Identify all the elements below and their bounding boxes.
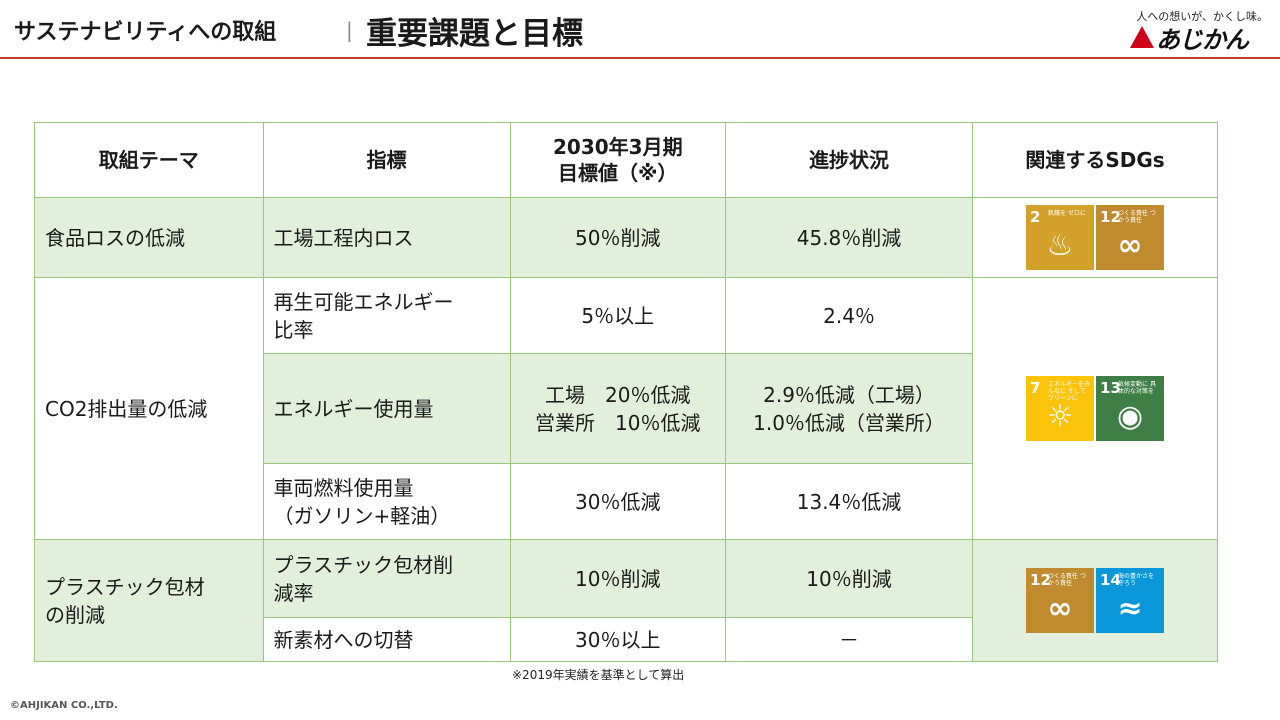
sdg-caption: 飢餓を ゼロに <box>1048 210 1086 217</box>
progress-cell: － <box>724 617 974 662</box>
sdg-number: 12 <box>1100 208 1121 226</box>
sdg-cell: 12 つくる責任 つかう責任 ∞ 14 海の豊かさを 守ろう ≈ <box>972 539 1218 662</box>
sdg-cell: 2 飢餓を ゼロに ♨ 12 つくる責任 つかう責任 ∞ <box>972 197 1218 278</box>
table-row: プラスチック包材 の削減 プラスチック包材削 減率 10％削減 10％削減 12… <box>34 539 1218 662</box>
indicator-line1: 車両燃料使用量 <box>273 475 414 500</box>
fish-icon: ≈ <box>1117 591 1143 626</box>
sdg-caption: 海の豊かさを 守ろう <box>1118 573 1155 587</box>
progress-cell: 2.9％低減（工場） 1.0％低減（営業所） <box>724 353 974 464</box>
progress-cell: 2.4％ <box>724 277 974 354</box>
title-separator: | <box>346 18 353 42</box>
progress-line1: 2.9％低減（工場） <box>763 382 935 407</box>
theme-cell: CO2排出量の低減 <box>34 277 264 540</box>
indicator-line2: 減率 <box>273 580 314 605</box>
sdg-caption: エネルギーをみんなに そしてクリーンに <box>1048 381 1091 402</box>
progress-line2: 1.0％低減（営業所） <box>753 410 945 435</box>
indicator-cell: 工場工程内ロス <box>262 197 511 278</box>
table-row: 新素材への切替 30％以上 － <box>35 617 1218 662</box>
sun-icon: ☼ <box>1046 399 1074 434</box>
target-cell: 工場 20％低減 営業所 10％低減 <box>509 353 726 464</box>
sdg-caption: 気候変動に 具体的な対策を <box>1118 381 1156 395</box>
earth-eye-icon: ◉ <box>1116 399 1144 434</box>
theme-line1: プラスチック包材 <box>45 574 205 599</box>
sdg-caption: つくる責任 つかう責任 <box>1118 210 1156 224</box>
header-theme: 取組テーマ <box>34 122 264 198</box>
indicator-line1: プラスチック包材削 <box>273 552 454 577</box>
target-cell: 30％低減 <box>509 463 726 540</box>
sdg-number: 12 <box>1030 571 1051 589</box>
sdg-13-badge: 13 気候変動に 具体的な対策を ◉ <box>1096 376 1165 441</box>
table-header-row: 取組テーマ 指標 2030年3月期 目標値（※） 進捗状況 関連するSDGs <box>34 122 1218 198</box>
slide-header: サステナビリティへの取組 | 重要課題と目標 人への想いが、かくし味。 あじかん <box>0 0 1280 60</box>
indicator-cell: 再生可能エネルギー 比率 <box>262 277 511 354</box>
page-title: 重要課題と目標 <box>366 16 583 52</box>
sdg-caption: つくる責任 つかう責任 <box>1048 573 1086 587</box>
sdg-14-badge: 14 海の豊かさを 守ろう ≈ <box>1096 568 1165 633</box>
header-target-line2: 目標値（※） <box>558 161 678 185</box>
infinity-icon: ∞ <box>1047 591 1073 626</box>
sdg-12-badge: 12 つくる責任 つかう責任 ∞ <box>1096 205 1165 270</box>
theme-cell: 食品ロスの低減 <box>34 197 264 278</box>
section-subtitle: サステナビリティへの取組 <box>14 20 277 45</box>
sdg-12-badge: 12 つくる責任 つかう責任 ∞ <box>1026 568 1095 633</box>
target-cell: 30％以上 <box>509 617 726 662</box>
logo-text: あじかん <box>1156 26 1249 54</box>
sdg-cell: 7 エネルギーをみんなに そしてクリーンに ☼ 13 気候変動に 具体的な対策を… <box>972 277 1218 540</box>
indicator-line1: 再生可能エネルギー <box>273 289 454 314</box>
sdg-2-badge: 2 飢餓を ゼロに ♨ <box>1026 205 1095 270</box>
sdg-number: 2 <box>1030 208 1041 226</box>
header-sdgs: 関連するSDGs <box>972 122 1218 198</box>
target-cell: 5％以上 <box>509 277 726 354</box>
logo-triangle-icon <box>1130 26 1154 48</box>
sdg-number: 13 <box>1100 379 1121 397</box>
theme-line2: の削減 <box>45 602 105 627</box>
logo-tagline: 人への想いが、かくし味。 <box>1136 10 1268 23</box>
indicator-cell: 新素材への切替 <box>262 617 511 662</box>
progress-cell: 45.8％削減 <box>724 197 974 278</box>
header-divider <box>0 57 1280 59</box>
company-logo: あじかん <box>1130 24 1270 54</box>
progress-cell: 13.4％低減 <box>724 463 974 540</box>
target-line1: 工場 20％低減 <box>545 382 691 407</box>
theme-cell: プラスチック包材 の削減 <box>34 539 264 662</box>
header-progress: 進捗状況 <box>724 122 974 198</box>
sdg-number: 14 <box>1100 571 1121 589</box>
table-row: 食品ロスの低減 工場工程内ロス 50％削減 45.8％削減 2 飢餓を ゼロに … <box>34 197 1218 278</box>
target-cell: 10％削減 <box>509 539 726 618</box>
indicator-line2: 比率 <box>273 317 314 342</box>
infinity-icon: ∞ <box>1117 228 1143 263</box>
copyright: ©AHJIKAN CO.,LTD. <box>10 700 118 711</box>
indicator-cell: プラスチック包材削 減率 <box>262 539 511 618</box>
progress-cell: 10％削減 <box>724 539 974 618</box>
sdg-number: 7 <box>1030 379 1041 397</box>
footnote: ※2019年実績を基準として算出 <box>512 668 685 682</box>
goals-table: 取組テーマ 指標 2030年3月期 目標値（※） 進捗状況 関連するSDGs 食… <box>34 122 1218 662</box>
table-row: エネルギー使用量 工場 20％低減 営業所 10％低減 2.9％低減（工場） 1… <box>35 353 1218 464</box>
header-target-line1: 2030年3月期 <box>552 135 683 159</box>
header-target: 2030年3月期 目標値（※） <box>509 122 726 198</box>
indicator-line2: （ガソリン+軽油） <box>273 503 451 528</box>
target-cell: 50％削減 <box>509 197 726 278</box>
header-indicator: 指標 <box>262 122 511 198</box>
table-row: CO2排出量の低減 再生可能エネルギー 比率 5％以上 2.4％ 7 エネルギー… <box>34 277 1218 540</box>
indicator-cell: 車両燃料使用量 （ガソリン+軽油） <box>262 463 511 540</box>
bowl-icon: ♨ <box>1046 228 1074 263</box>
target-line2: 営業所 10％低減 <box>535 410 701 435</box>
indicator-cell: エネルギー使用量 <box>262 353 511 464</box>
sdg-7-badge: 7 エネルギーをみんなに そしてクリーンに ☼ <box>1026 376 1095 441</box>
